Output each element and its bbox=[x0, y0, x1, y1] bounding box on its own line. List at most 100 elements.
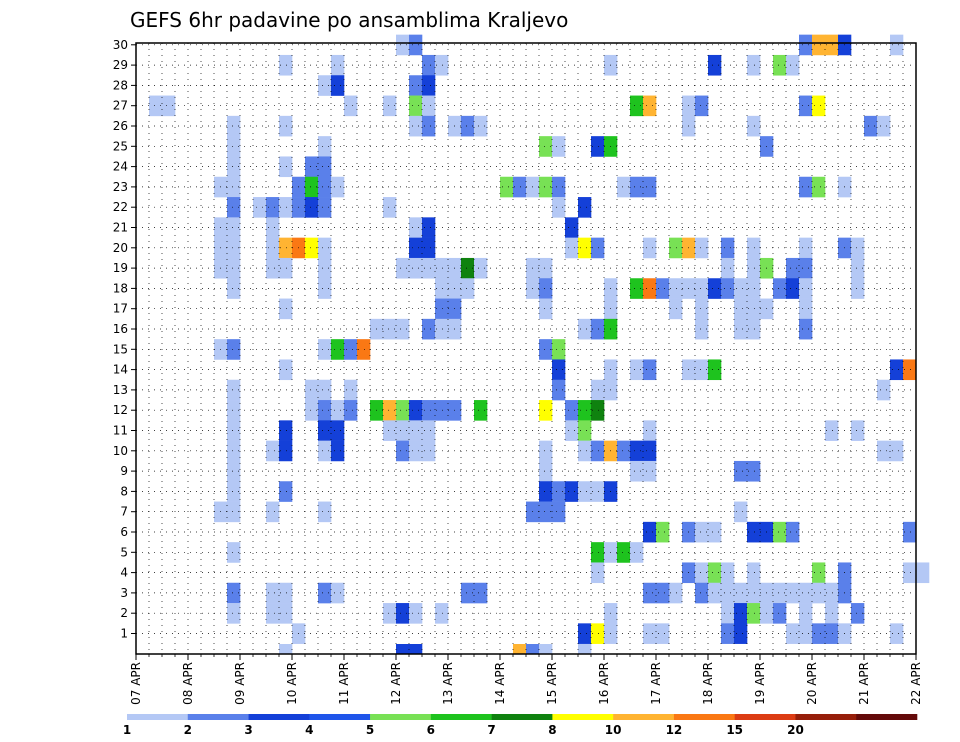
heatmap-cell bbox=[279, 440, 293, 462]
heatmap-cell bbox=[565, 420, 579, 441]
grid-lines bbox=[135, 43, 917, 654]
y-tick-label: 8 bbox=[120, 484, 128, 498]
heatmap-cell bbox=[643, 521, 657, 543]
heatmap-cell bbox=[747, 460, 761, 482]
heatmap-cell bbox=[708, 278, 722, 299]
heatmap-cell bbox=[747, 562, 761, 584]
heatmap-cell bbox=[721, 237, 735, 259]
heatmap-cell bbox=[851, 603, 865, 624]
heatmap-cell bbox=[851, 420, 865, 441]
heatmap-cell bbox=[656, 623, 670, 644]
heatmap-cell bbox=[474, 582, 488, 604]
heatmap-cell bbox=[591, 237, 605, 259]
heatmap-cell bbox=[708, 562, 722, 584]
colorbar-label: 6 bbox=[427, 723, 435, 737]
x-tick-label: 19 APR bbox=[753, 662, 767, 705]
heatmap-cell bbox=[331, 440, 345, 462]
x-tick-label: 15 APR bbox=[545, 662, 559, 705]
heatmap-cell bbox=[396, 400, 410, 421]
heatmap-cell bbox=[383, 420, 397, 441]
x-axis: 07 APR 08 APR 09 APR 10 APR 11 APR 12 APR 13 A… bbox=[129, 654, 923, 705]
y-tick-label: 4 bbox=[120, 566, 128, 580]
colorbar-label: 12 bbox=[666, 723, 683, 737]
y-tick-label: 6 bbox=[120, 525, 128, 539]
heatmap-cell bbox=[890, 440, 904, 462]
colorbar-swatch bbox=[248, 714, 310, 720]
heatmap-cell bbox=[539, 400, 553, 421]
heatmap-cell bbox=[591, 440, 605, 462]
colorbar-label: 1 bbox=[123, 723, 131, 737]
heatmap-cell bbox=[318, 136, 332, 157]
x-tick-label: 12 APR bbox=[389, 662, 403, 705]
x-tick-label: 13 APR bbox=[441, 662, 455, 705]
heatmap-cell bbox=[695, 318, 709, 340]
y-tick-label: 30 bbox=[113, 38, 128, 52]
colorbar-label: 4 bbox=[305, 723, 313, 737]
heatmap-cell bbox=[331, 339, 345, 360]
heatmap-cell bbox=[812, 562, 826, 584]
heatmap-cell bbox=[422, 257, 436, 279]
heatmap-cell bbox=[643, 359, 657, 381]
heatmap-cell bbox=[409, 95, 423, 117]
heatmap-cell bbox=[539, 257, 553, 279]
colorbar-label: 10 bbox=[605, 723, 622, 737]
heatmap-cell bbox=[578, 420, 592, 441]
heatmap-cell bbox=[279, 481, 293, 502]
heatmap-cell bbox=[825, 420, 839, 441]
heatmap-cell bbox=[500, 176, 514, 198]
heatmap-cell bbox=[565, 217, 579, 238]
heatmap-cell bbox=[227, 115, 241, 137]
heatmap-cell bbox=[786, 623, 800, 644]
heatmap-cell bbox=[734, 501, 748, 523]
heatmap-cell bbox=[916, 562, 930, 584]
x-tick-label: 11 APR bbox=[337, 662, 351, 705]
heatmap-cell bbox=[526, 644, 540, 654]
heatmap-cell bbox=[344, 339, 358, 360]
heatmap-cell bbox=[318, 278, 332, 299]
heatmap-cell bbox=[227, 501, 241, 523]
heatmap-cell bbox=[552, 197, 566, 218]
heatmap-cell bbox=[799, 176, 813, 198]
heatmap-cell bbox=[578, 481, 592, 502]
heatmap-cell bbox=[461, 278, 475, 299]
heatmap-cell bbox=[591, 379, 605, 401]
heatmap-cell bbox=[578, 318, 592, 340]
heatmap-cell bbox=[266, 582, 280, 604]
heatmap-cell bbox=[539, 339, 553, 360]
heatmap-cell bbox=[786, 582, 800, 604]
y-tick-label: 2 bbox=[120, 606, 128, 620]
heatmap-cell bbox=[695, 237, 709, 259]
y-tick-label: 23 bbox=[113, 180, 128, 194]
heatmap-cell bbox=[591, 318, 605, 340]
x-tick-label: 08 APR bbox=[181, 662, 195, 705]
heatmap-cell bbox=[695, 359, 709, 381]
heatmap-cell bbox=[643, 237, 657, 259]
x-tick-label: 21 APR bbox=[857, 662, 871, 705]
heatmap-cell bbox=[435, 318, 449, 340]
heatmap-cell bbox=[461, 257, 475, 279]
heatmap-cell bbox=[396, 440, 410, 462]
heatmap-cell bbox=[227, 339, 241, 360]
heatmap-cell bbox=[565, 400, 579, 421]
heatmap-cell bbox=[552, 136, 566, 157]
heatmap-cell bbox=[630, 95, 644, 117]
heatmap-cell bbox=[591, 400, 605, 421]
heatmap-cell bbox=[851, 257, 865, 279]
heatmap-cell bbox=[409, 400, 423, 421]
colorbar-swatch bbox=[491, 714, 553, 720]
colorbar-label: 7 bbox=[487, 723, 495, 737]
heatmap-cell bbox=[318, 420, 332, 441]
heatmap-cell bbox=[799, 257, 813, 279]
y-tick-label: 14 bbox=[113, 363, 128, 377]
heatmap-cell bbox=[318, 75, 332, 96]
colorbar-swatch bbox=[127, 714, 189, 720]
heatmap-cell bbox=[630, 542, 644, 563]
heatmap-cell bbox=[747, 521, 761, 543]
heatmap-cell bbox=[773, 582, 787, 604]
heatmap-cell bbox=[253, 197, 267, 218]
heatmap-cell bbox=[747, 54, 761, 76]
y-tick-label: 1 bbox=[120, 627, 128, 641]
heatmap-cell bbox=[643, 582, 657, 604]
y-tick-label: 26 bbox=[113, 119, 128, 133]
heatmap-cell bbox=[396, 34, 410, 56]
